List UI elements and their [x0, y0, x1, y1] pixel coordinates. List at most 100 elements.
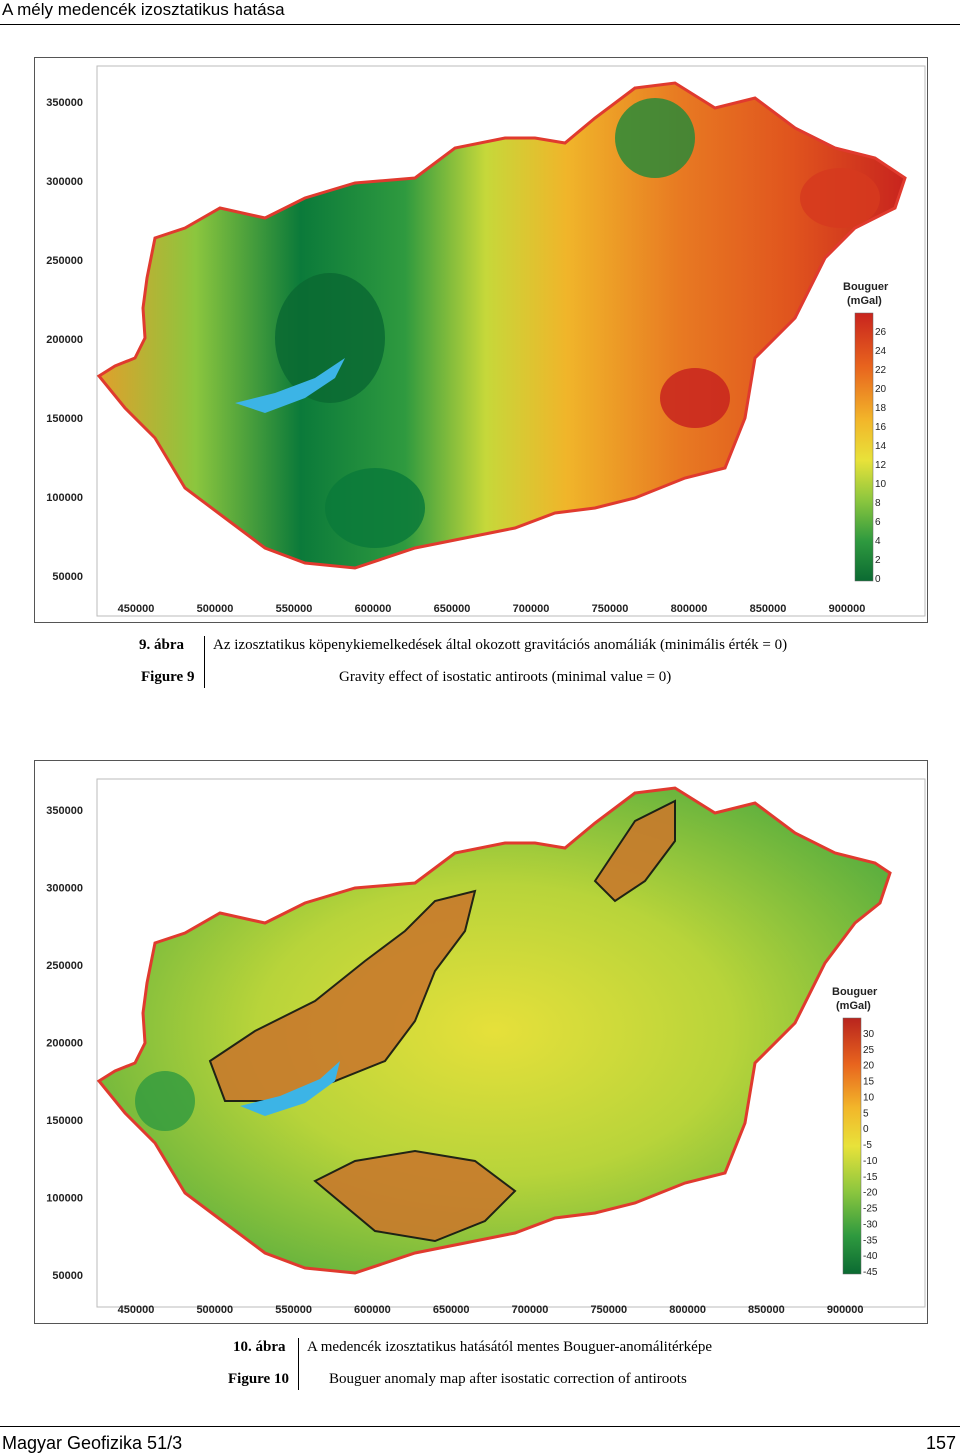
footer-page-number: 157 [925, 1433, 956, 1453]
legend-tick-label: 6 [875, 517, 881, 528]
x-tick-label: 500000 [196, 1304, 233, 1316]
caption-separator [298, 1338, 299, 1390]
legend-tick-label: 26 [875, 327, 887, 338]
basin-anomaly-north [593, 799, 676, 903]
x-tick-label: 650000 [434, 603, 471, 615]
x-tick-label: 450000 [118, 1304, 155, 1316]
x-tick-label: 900000 [827, 1304, 864, 1316]
y-tick-label: 150000 [46, 413, 83, 425]
legend-tick-label: -15 [863, 1172, 878, 1183]
x-tick-label: 850000 [748, 1304, 785, 1316]
x-tick-label: 600000 [355, 603, 392, 615]
legend-tick-label: 30 [863, 1029, 875, 1040]
x-tick-label: 500000 [197, 603, 234, 615]
legend-tick-label: 20 [863, 1061, 875, 1072]
legend-tick-label: 10 [875, 479, 887, 490]
legend-tick-label: -5 [863, 1140, 872, 1151]
figure-9-caption-hu: Az izosztatikus köpenykiemelkedések álta… [213, 637, 788, 653]
figure-10-caption-hu: A medencék izosztatikus hatásától mentes… [307, 1339, 712, 1355]
legend-tick-label: 16 [875, 422, 887, 433]
legend-tick-label: -10 [863, 1156, 878, 1167]
high-anomaly-east [660, 368, 730, 428]
y-tick-label: 350000 [46, 97, 83, 109]
legend-tick-label: 5 [863, 1108, 869, 1119]
y-tick-label: 200000 [46, 334, 83, 346]
caption-separator [204, 636, 205, 688]
y-tick-label: 250000 [46, 960, 83, 972]
x-tick-label: 550000 [276, 603, 313, 615]
legend-tick-label: 0 [863, 1124, 869, 1135]
legend-title-line2: (mGal) [847, 295, 882, 307]
legend-title-line2: (mGal) [836, 1000, 871, 1012]
legend-tick-label: -35 [863, 1235, 878, 1246]
legend-tick-label: 14 [875, 441, 887, 452]
y-tick-label: 200000 [46, 1038, 83, 1050]
legend-tick-label: 12 [875, 460, 887, 471]
x-tick-label: 700000 [513, 603, 550, 615]
y-tick-label: 100000 [46, 492, 83, 504]
x-tick-label: 750000 [590, 1304, 627, 1316]
x-tick-label: 650000 [433, 1304, 470, 1316]
y-tick-label: 50000 [52, 1270, 83, 1282]
basin-anomaly-south [313, 1149, 517, 1243]
figure-9-label-en: Figure 9 [141, 669, 195, 685]
y-tick-label: 150000 [46, 1115, 83, 1127]
y-tick-label: 350000 [46, 805, 83, 817]
y-tick-label: 250000 [46, 255, 83, 267]
legend-tick-label: 8 [875, 498, 881, 509]
high-anomaly-northeast [800, 168, 880, 228]
legend-tick-label: 15 [863, 1077, 875, 1088]
figure-10-label-en: Figure 10 [228, 1371, 289, 1387]
legend-tick-label: 4 [875, 536, 881, 547]
legend-tick-label: 18 [875, 403, 887, 414]
legend-tick-label: -25 [863, 1204, 878, 1215]
figure-10-label-hu: 10. ábra [233, 1339, 286, 1355]
x-tick-label: 850000 [750, 603, 787, 615]
x-tick-label: 800000 [669, 1304, 706, 1316]
x-tick-label: 600000 [354, 1304, 391, 1316]
lake-balaton [240, 1061, 340, 1116]
figure-10-map: 350000 300000 250000 200000 150000 100000 5000… [34, 760, 928, 1324]
plot-frame [96, 65, 926, 617]
x-tick-label: 750000 [592, 603, 629, 615]
legend-title-line1: Bouguer [832, 986, 878, 998]
legend-colorbar [854, 312, 874, 582]
running-footer: Magyar Geofizika 51/3 157 [0, 1426, 960, 1456]
lake-balaton [235, 358, 345, 413]
running-header: A mély medencék izosztatikus hatása [0, 0, 960, 25]
running-header-title: A mély medencék izosztatikus hatása [2, 0, 285, 19]
legend-title-line1: Bouguer [843, 281, 889, 293]
y-tick-label: 50000 [52, 571, 83, 583]
legend-colorbar [842, 1017, 862, 1275]
legend-tick-label: -45 [863, 1267, 878, 1278]
figure-9-map: 350000 300000 250000 200000 150000 100000 5000… [34, 57, 928, 623]
legend-tick-label: 10 [863, 1092, 875, 1103]
figure-9-label-hu: 9. ábra [139, 637, 184, 653]
footer-journal: Magyar Geofizika 51/3 [2, 1433, 183, 1453]
legend-tick-label: -40 [863, 1251, 878, 1262]
legend-tick-label: -30 [863, 1219, 878, 1230]
x-tick-label: 900000 [829, 603, 866, 615]
legend-tick-label: 24 [875, 346, 887, 357]
low-anomaly-west [275, 273, 385, 403]
y-tick-label: 100000 [46, 1193, 83, 1205]
x-tick-label: 450000 [118, 603, 155, 615]
x-tick-label: 700000 [512, 1304, 549, 1316]
low-anomaly-west [135, 1071, 195, 1131]
figure-9-plot: 3500003000002500002000001500001000005000… [46, 65, 926, 617]
figure-10-caption-en: Bouguer anomaly map after isostatic corr… [329, 1371, 687, 1387]
legend-tick-label: -20 [863, 1188, 878, 1199]
hungary-outline [96, 786, 892, 1275]
legend-tick-label: 2 [875, 555, 881, 566]
x-tick-label: 550000 [275, 1304, 312, 1316]
legend-tick-label: 25 [863, 1045, 875, 1056]
x-tick-label: 800000 [671, 603, 708, 615]
hungary-outline [96, 81, 907, 570]
plot-frame [96, 778, 926, 1308]
legend-tick-label: 0 [875, 574, 881, 585]
y-tick-label: 300000 [46, 883, 83, 895]
legend-tick-label: 20 [875, 384, 887, 395]
legend-tick-label: 22 [875, 365, 887, 376]
y-tick-label: 300000 [46, 176, 83, 188]
figure-9-caption-en: Gravity effect of isostatic antiroots (m… [339, 669, 672, 685]
